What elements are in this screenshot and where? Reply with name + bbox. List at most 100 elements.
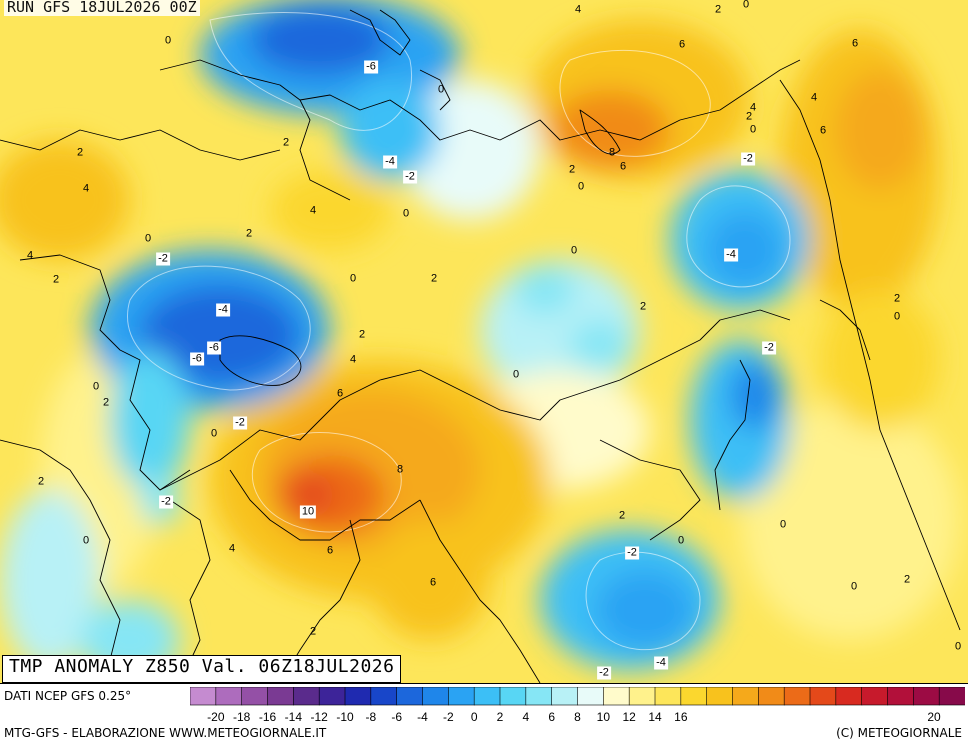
contour-label: 2 xyxy=(568,163,576,176)
contour-label: 0 xyxy=(402,207,410,220)
contour-label: -6 xyxy=(364,60,378,74)
scale-swatch xyxy=(732,687,759,706)
contour-label: 0 xyxy=(677,534,685,547)
contour-label: 2 xyxy=(639,300,647,313)
contour-label: 6 xyxy=(336,387,344,400)
contour-label: 6 xyxy=(851,37,859,50)
contour-label: 4 xyxy=(810,91,818,104)
scale-swatch xyxy=(215,687,243,706)
scale-swatch xyxy=(396,687,424,706)
contour-label: 2 xyxy=(430,272,438,285)
contour-label: 6 xyxy=(429,576,437,589)
scale-label: -10 xyxy=(336,710,354,723)
scale-label: 8 xyxy=(574,710,581,723)
scale-swatch xyxy=(938,687,965,706)
scale-label: -20 xyxy=(207,710,225,723)
contour-label: 2 xyxy=(893,292,901,305)
scale-label: 0 xyxy=(471,710,478,723)
contour-label: -2 xyxy=(597,666,611,680)
contour-label: 0 xyxy=(570,244,578,257)
coastlines-borders xyxy=(0,9,961,683)
contour-label: -4 xyxy=(654,656,668,670)
contour-label: 0 xyxy=(779,518,787,531)
contour-label: -2 xyxy=(625,546,639,560)
scale-swatch xyxy=(448,687,475,706)
scale-label: 14 xyxy=(648,710,662,723)
contour-label: 2 xyxy=(245,227,253,240)
contour-label: -4 xyxy=(216,303,230,317)
contour-label: 8 xyxy=(396,463,404,476)
anomaly-contours xyxy=(127,12,791,651)
anomaly-field xyxy=(0,0,960,680)
contour-label: 6 xyxy=(326,544,334,557)
scale-swatch xyxy=(267,687,294,706)
scale-swatch xyxy=(628,687,656,706)
contour-label: 2 xyxy=(52,273,60,286)
scale-swatch xyxy=(861,687,889,706)
valid-time-title: TMP ANOMALY Z850 Val. 06Z18JUL2026 xyxy=(2,655,402,683)
contour-label: 6 xyxy=(619,160,627,173)
contour-label: -2 xyxy=(741,152,755,166)
contour-label: 2 xyxy=(309,625,317,638)
scale-label: -4 xyxy=(417,710,428,723)
contour-label: 2 xyxy=(745,110,753,123)
contour-label: -4 xyxy=(383,155,397,169)
contour-label: 6 xyxy=(678,38,686,51)
contour-label: 4 xyxy=(349,353,357,366)
credit-right: (C) METEOGIORNALE xyxy=(836,726,962,740)
contour-label: 4 xyxy=(574,3,582,16)
scale-swatch xyxy=(499,687,527,706)
contour-label: 2 xyxy=(282,136,290,149)
scale-swatch xyxy=(525,687,553,706)
contour-label: -2 xyxy=(159,495,173,509)
scale-swatch xyxy=(809,687,837,706)
contour-label: -2 xyxy=(403,170,417,184)
contour-label: 0 xyxy=(349,272,357,285)
contour-label: 2 xyxy=(618,509,626,522)
scale-swatch xyxy=(603,687,630,706)
contour-label: 2 xyxy=(76,146,84,159)
scale-swatch xyxy=(190,687,217,706)
scale-swatch xyxy=(706,687,734,706)
contour-label: 4 xyxy=(82,182,90,195)
scale-label: 12 xyxy=(622,710,636,723)
scale-swatch xyxy=(318,687,346,706)
contour-label: -6 xyxy=(190,352,204,366)
contour-label: 4 xyxy=(309,204,317,217)
contour-label: 0 xyxy=(437,83,445,96)
contour-label: 8 xyxy=(608,146,616,159)
scale-label: -8 xyxy=(365,710,376,723)
scale-swatch xyxy=(473,687,501,706)
scale-swatch xyxy=(758,687,785,706)
scale-swatch xyxy=(370,687,398,706)
contour-label: 0 xyxy=(144,232,152,245)
scale-label: 10 xyxy=(597,710,611,723)
contour-label: -4 xyxy=(724,248,738,262)
scale-label: 20 xyxy=(927,710,941,723)
scale-label: 16 xyxy=(674,710,688,723)
scale-label: 6 xyxy=(548,710,555,723)
contour-label: 0 xyxy=(82,534,90,547)
contour-label: 0 xyxy=(893,310,901,323)
contour-label: 2 xyxy=(37,475,45,488)
scale-swatch xyxy=(835,687,863,706)
credit-left: MTG-GFS - ELABORAZIONE WWW.METEOGIORNALE… xyxy=(4,726,327,740)
scale-label: -2 xyxy=(443,710,454,723)
scale-swatch xyxy=(680,687,708,706)
contour-label: -2 xyxy=(762,341,776,355)
scale-swatch xyxy=(577,687,604,706)
contour-label: 4 xyxy=(26,249,34,262)
scale-label: 4 xyxy=(522,710,529,723)
scale-swatch xyxy=(551,687,579,706)
map-footer: DATI NCEP GFS 0.25° -20 -18 -16 -14 -12 -10 -8… xyxy=(0,683,968,745)
contour-label: 2 xyxy=(714,3,722,16)
contour-label: 0 xyxy=(210,427,218,440)
color-scale-legend: -20 -18 -16 -14 -12 -10 -8 -6 -4 -2 0 2 4 6 8 10 12 14 16 2… xyxy=(190,687,965,723)
scale-swatch xyxy=(293,687,320,706)
scale-swatch xyxy=(422,687,449,706)
scale-label: -18 xyxy=(233,710,251,723)
contour-label: -2 xyxy=(156,252,170,266)
scale-swatch xyxy=(654,687,682,706)
contour-label: 0 xyxy=(577,180,585,193)
